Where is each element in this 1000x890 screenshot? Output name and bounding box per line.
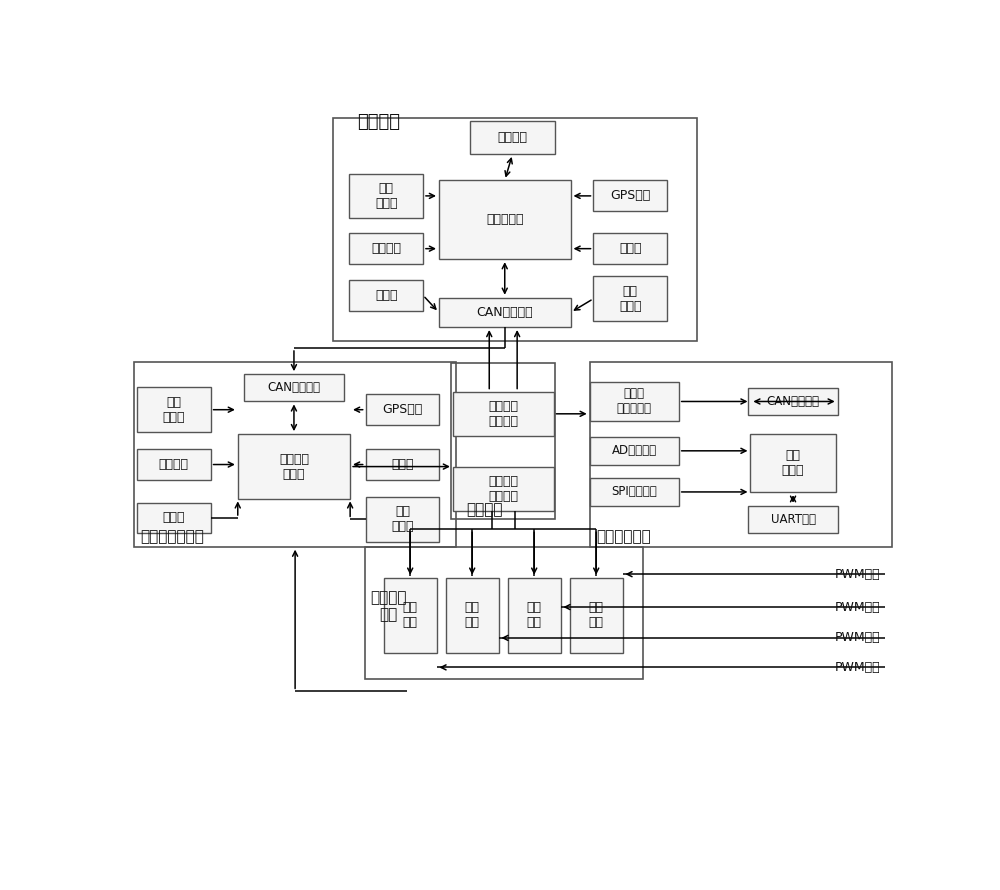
FancyBboxPatch shape (593, 233, 667, 264)
FancyBboxPatch shape (384, 578, 437, 653)
Text: 余度传感器模块: 余度传感器模块 (140, 529, 204, 544)
Text: 余度数据
处理器: 余度数据 处理器 (279, 453, 309, 481)
Text: 方向
舵机: 方向 舵机 (465, 602, 480, 629)
FancyBboxPatch shape (439, 297, 571, 328)
FancyBboxPatch shape (593, 181, 667, 211)
FancyBboxPatch shape (590, 478, 679, 506)
FancyBboxPatch shape (137, 503, 211, 533)
Text: UART接口: UART接口 (771, 513, 816, 526)
Text: 副翼
舵机: 副翼 舵机 (403, 602, 418, 629)
Text: 处理单元
供电模块: 处理单元 供电模块 (488, 400, 518, 428)
FancyBboxPatch shape (453, 392, 554, 436)
Text: 气压
高度计: 气压 高度计 (619, 285, 642, 312)
FancyBboxPatch shape (137, 387, 211, 432)
Text: 加速度计: 加速度计 (159, 458, 189, 471)
FancyBboxPatch shape (366, 449, 439, 480)
FancyBboxPatch shape (593, 277, 667, 321)
FancyBboxPatch shape (590, 382, 679, 421)
FancyBboxPatch shape (366, 394, 439, 425)
FancyBboxPatch shape (750, 434, 836, 492)
Text: 空速计: 空速计 (619, 242, 642, 255)
FancyBboxPatch shape (366, 498, 439, 542)
Text: CAN总线接口: CAN总线接口 (476, 306, 533, 319)
Text: 遥控器
接收机接口: 遥控器 接收机接口 (617, 387, 652, 416)
Text: 接口
控制器: 接口 控制器 (782, 449, 804, 477)
Text: 供电模块: 供电模块 (466, 502, 503, 517)
FancyBboxPatch shape (470, 121, 555, 154)
FancyBboxPatch shape (349, 279, 423, 311)
Text: 扩展接口模块: 扩展接口模块 (596, 529, 651, 544)
Text: SPI总线接口: SPI总线接口 (611, 485, 657, 498)
Text: 飞控模块: 飞控模块 (358, 113, 400, 131)
Text: 升降
舵机: 升降 舵机 (527, 602, 542, 629)
FancyBboxPatch shape (508, 578, 561, 653)
FancyBboxPatch shape (446, 578, 499, 653)
FancyBboxPatch shape (137, 449, 211, 480)
FancyBboxPatch shape (439, 181, 571, 259)
Text: 磁力计: 磁力计 (375, 288, 397, 302)
FancyBboxPatch shape (238, 434, 350, 499)
Text: AD总线接口: AD总线接口 (612, 444, 657, 457)
Text: 空速计: 空速计 (391, 458, 414, 471)
Text: PWM信号: PWM信号 (835, 568, 881, 580)
Text: 磁力计: 磁力计 (163, 512, 185, 524)
FancyBboxPatch shape (453, 467, 554, 512)
FancyBboxPatch shape (349, 233, 423, 264)
Text: GPS模块: GPS模块 (610, 190, 650, 202)
Text: PWM信号: PWM信号 (835, 601, 881, 613)
FancyBboxPatch shape (590, 437, 679, 465)
FancyBboxPatch shape (244, 374, 344, 401)
FancyBboxPatch shape (748, 388, 838, 415)
Text: PWM信号: PWM信号 (835, 661, 881, 674)
Text: 加速度计: 加速度计 (371, 242, 401, 255)
Text: CAN总线接口: CAN总线接口 (767, 395, 820, 408)
FancyBboxPatch shape (570, 578, 623, 653)
Text: 油门
舵机: 油门 舵机 (589, 602, 604, 629)
Text: 陀螺
传感器: 陀螺 传感器 (375, 182, 397, 210)
Text: 数传模块: 数传模块 (498, 131, 528, 144)
Text: 执行机构
模块: 执行机构 模块 (370, 590, 406, 622)
FancyBboxPatch shape (349, 174, 423, 218)
Text: 飞控处理器: 飞控处理器 (486, 214, 524, 226)
Text: PWM信号: PWM信号 (835, 631, 881, 644)
Text: 执行机构
供电模块: 执行机构 供电模块 (488, 475, 518, 503)
Text: CAN总线接口: CAN总线接口 (267, 381, 320, 394)
Text: 陀螺
传感器: 陀螺 传感器 (163, 396, 185, 424)
Text: 气压
高度计: 气压 高度计 (391, 506, 414, 533)
Text: GPS模块: GPS模块 (382, 403, 423, 417)
FancyBboxPatch shape (748, 506, 838, 533)
